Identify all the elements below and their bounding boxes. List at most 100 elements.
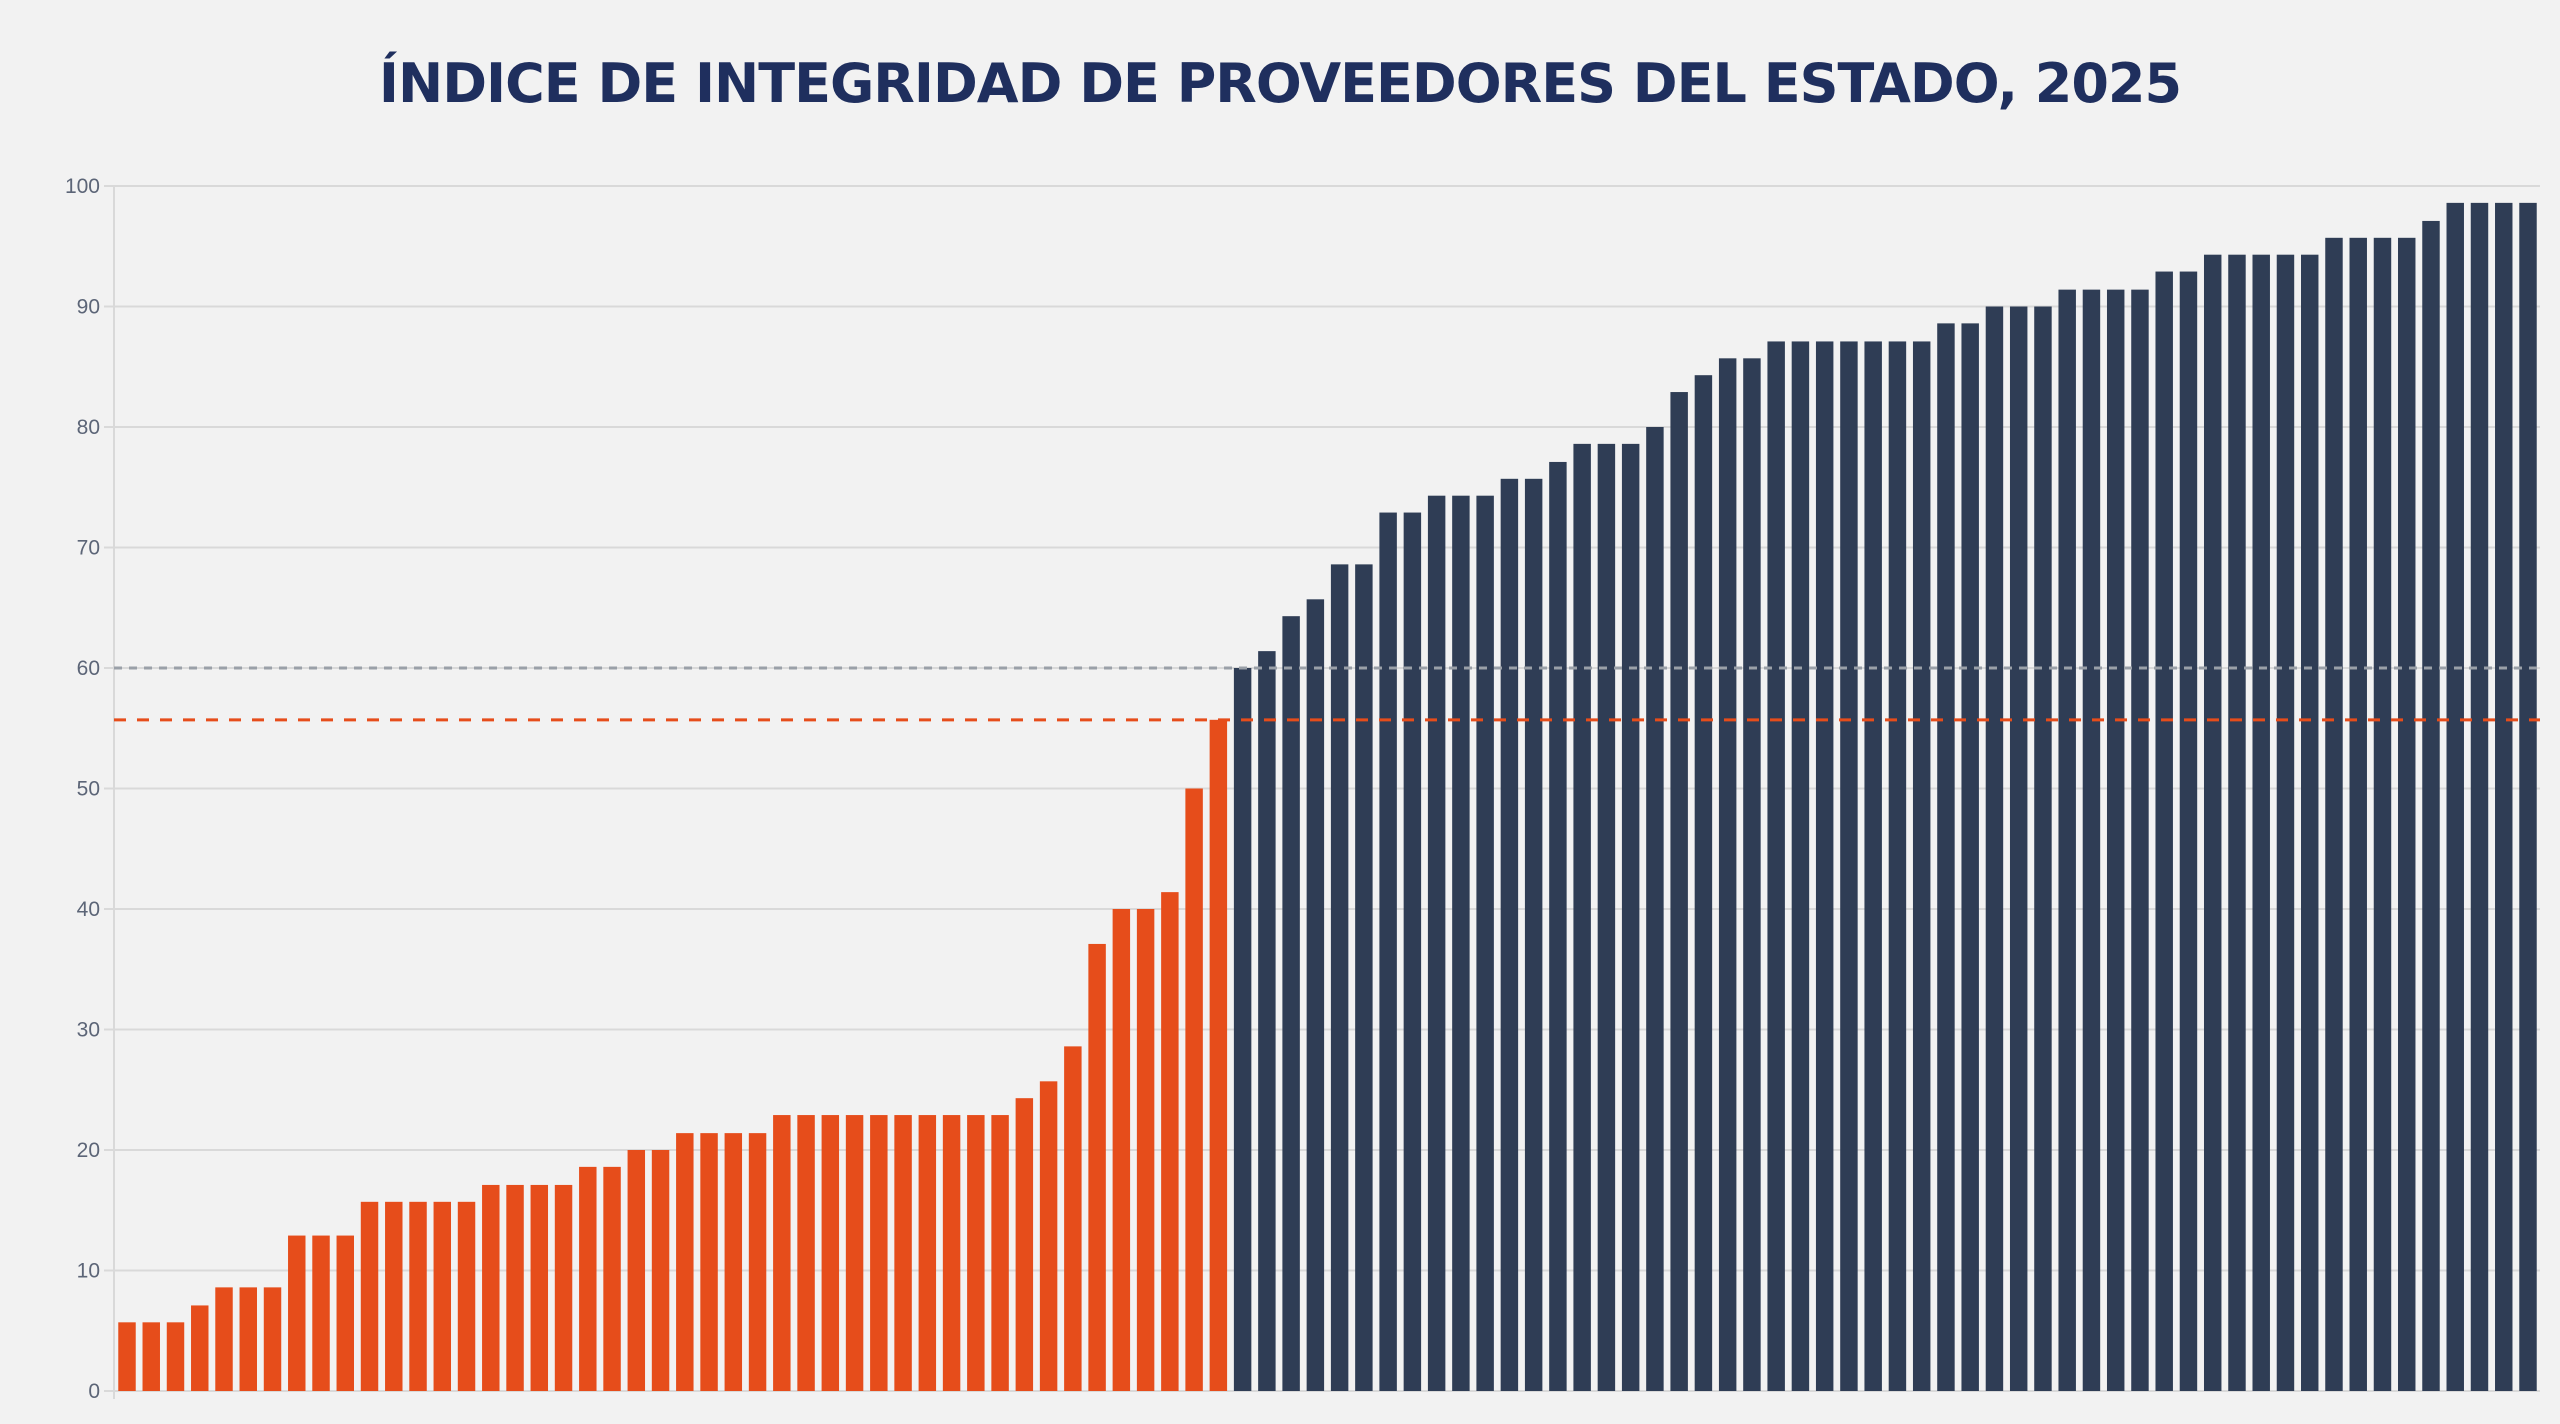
bar-above-threshold [1282,616,1300,1391]
bar-above-threshold [2519,202,2537,1391]
bar-below-threshold [1185,788,1203,1391]
bar-below-threshold [918,1115,937,1391]
bar-below-threshold [166,1322,185,1391]
bar-below-threshold [821,1115,840,1391]
bar-above-threshold [1718,358,1737,1391]
bar-below-threshold [239,1287,257,1391]
bar-above-threshold [2131,289,2149,1391]
y-tick-label: 30 [77,1019,100,1042]
bar-below-threshold [797,1115,815,1391]
y-tick-label: 70 [77,537,100,560]
bar-above-threshold [1670,392,1688,1391]
bar-below-threshold [118,1322,136,1391]
bar-below-threshold [773,1115,791,1391]
bar-above-threshold [1379,512,1397,1391]
bar-below-threshold [1015,1098,1034,1391]
bar-above-threshold [2495,202,2513,1391]
bar-below-threshold [894,1115,912,1391]
bar-above-threshold [2276,254,2295,1392]
y-axis-ticks: 0 10 20 30 40 50 60 70 80 90 100 [65,175,100,1403]
bars [118,202,2537,1392]
bar-above-threshold [2034,306,2052,1391]
bar-above-threshold [2058,289,2076,1391]
bar-above-threshold [2179,271,2198,1391]
bar-above-threshold [2325,237,2343,1391]
bar-below-threshold [482,1184,500,1391]
bar-above-threshold [1694,375,1713,1391]
bar-below-threshold [724,1133,743,1391]
bar-below-threshold [942,1115,961,1391]
bar-above-threshold [1767,341,1785,1392]
y-tick-label: 20 [77,1139,100,1162]
bar-below-threshold [700,1133,718,1391]
bar-below-threshold [360,1201,379,1391]
bar-below-threshold [215,1287,233,1391]
bar-above-threshold [2422,220,2440,1392]
bar-below-threshold [676,1133,694,1391]
bar-below-threshold [142,1322,160,1391]
bar-above-threshold [1549,461,1567,1391]
bar-below-threshold [263,1287,282,1391]
bar-above-threshold [2398,237,2416,1391]
bar-below-threshold [1112,909,1131,1391]
chart-title: ÍNDICE DE INTEGRIDAD DE PROVEEDORES DEL … [378,52,2182,115]
bar-below-threshold [288,1235,306,1391]
bar-above-threshold [1743,358,1761,1391]
bar-above-threshold [2106,289,2125,1391]
bar-above-threshold [1476,495,1494,1391]
bar-above-threshold [2082,289,2101,1391]
bar-above-threshold [1258,651,1276,1391]
reference-lines [114,666,2540,722]
bar-below-threshold [603,1166,621,1391]
bar-below-threshold [1161,892,1179,1391]
bar-below-threshold [336,1235,354,1391]
bar-above-threshold [2252,254,2270,1392]
bar-below-threshold [845,1115,864,1391]
bar-above-threshold [2446,202,2464,1391]
bar-above-threshold [2373,237,2392,1391]
bar-below-threshold [1064,1046,1082,1391]
bar-above-threshold [2155,271,2173,1391]
bar-below-threshold [1209,719,1228,1391]
bar-above-threshold [1646,427,1664,1391]
bar-below-threshold [1088,943,1106,1391]
y-tick-label: 60 [77,657,100,680]
y-tick-label: 10 [77,1260,100,1283]
bar-below-threshold [748,1133,767,1391]
y-tick-label: 100 [65,175,100,198]
bar-above-threshold [1233,668,1252,1391]
bar-above-threshold [1355,564,1373,1391]
bar-above-threshold [1500,478,1519,1391]
bar-below-threshold [1136,909,1155,1391]
bar-above-threshold [2009,306,2028,1391]
y-tick-label: 40 [77,898,100,921]
bar-above-threshold [2470,202,2489,1391]
bar-below-threshold [579,1166,597,1391]
bar-above-threshold [1791,341,1810,1392]
bar-below-threshold [967,1115,985,1391]
bar-below-threshold [870,1115,888,1391]
bar-above-threshold [1330,564,1349,1391]
bar-above-threshold [1452,495,1470,1391]
bar-above-threshold [2301,254,2319,1392]
y-tick-label: 90 [77,296,100,319]
bar-below-threshold [433,1201,452,1391]
bar-above-threshold [2349,237,2367,1391]
bar-above-threshold [2203,254,2222,1392]
bar-above-threshold [1621,443,1640,1391]
y-tick-label: 50 [77,778,100,801]
bar-below-threshold [312,1235,330,1391]
bar-above-threshold [1524,478,1543,1391]
bar-below-threshold [627,1150,646,1391]
bar-above-threshold [1985,306,2004,1391]
bar-above-threshold [1840,341,1858,1392]
bar-below-threshold [651,1150,670,1391]
bar-below-threshold [1039,1081,1058,1391]
bar-below-threshold [457,1201,476,1391]
bar-above-threshold [1306,599,1325,1391]
bar-above-threshold [1912,341,1931,1392]
bar-below-threshold [191,1305,209,1391]
bar-above-threshold [1403,512,1422,1391]
bar-above-threshold [1961,323,1979,1391]
